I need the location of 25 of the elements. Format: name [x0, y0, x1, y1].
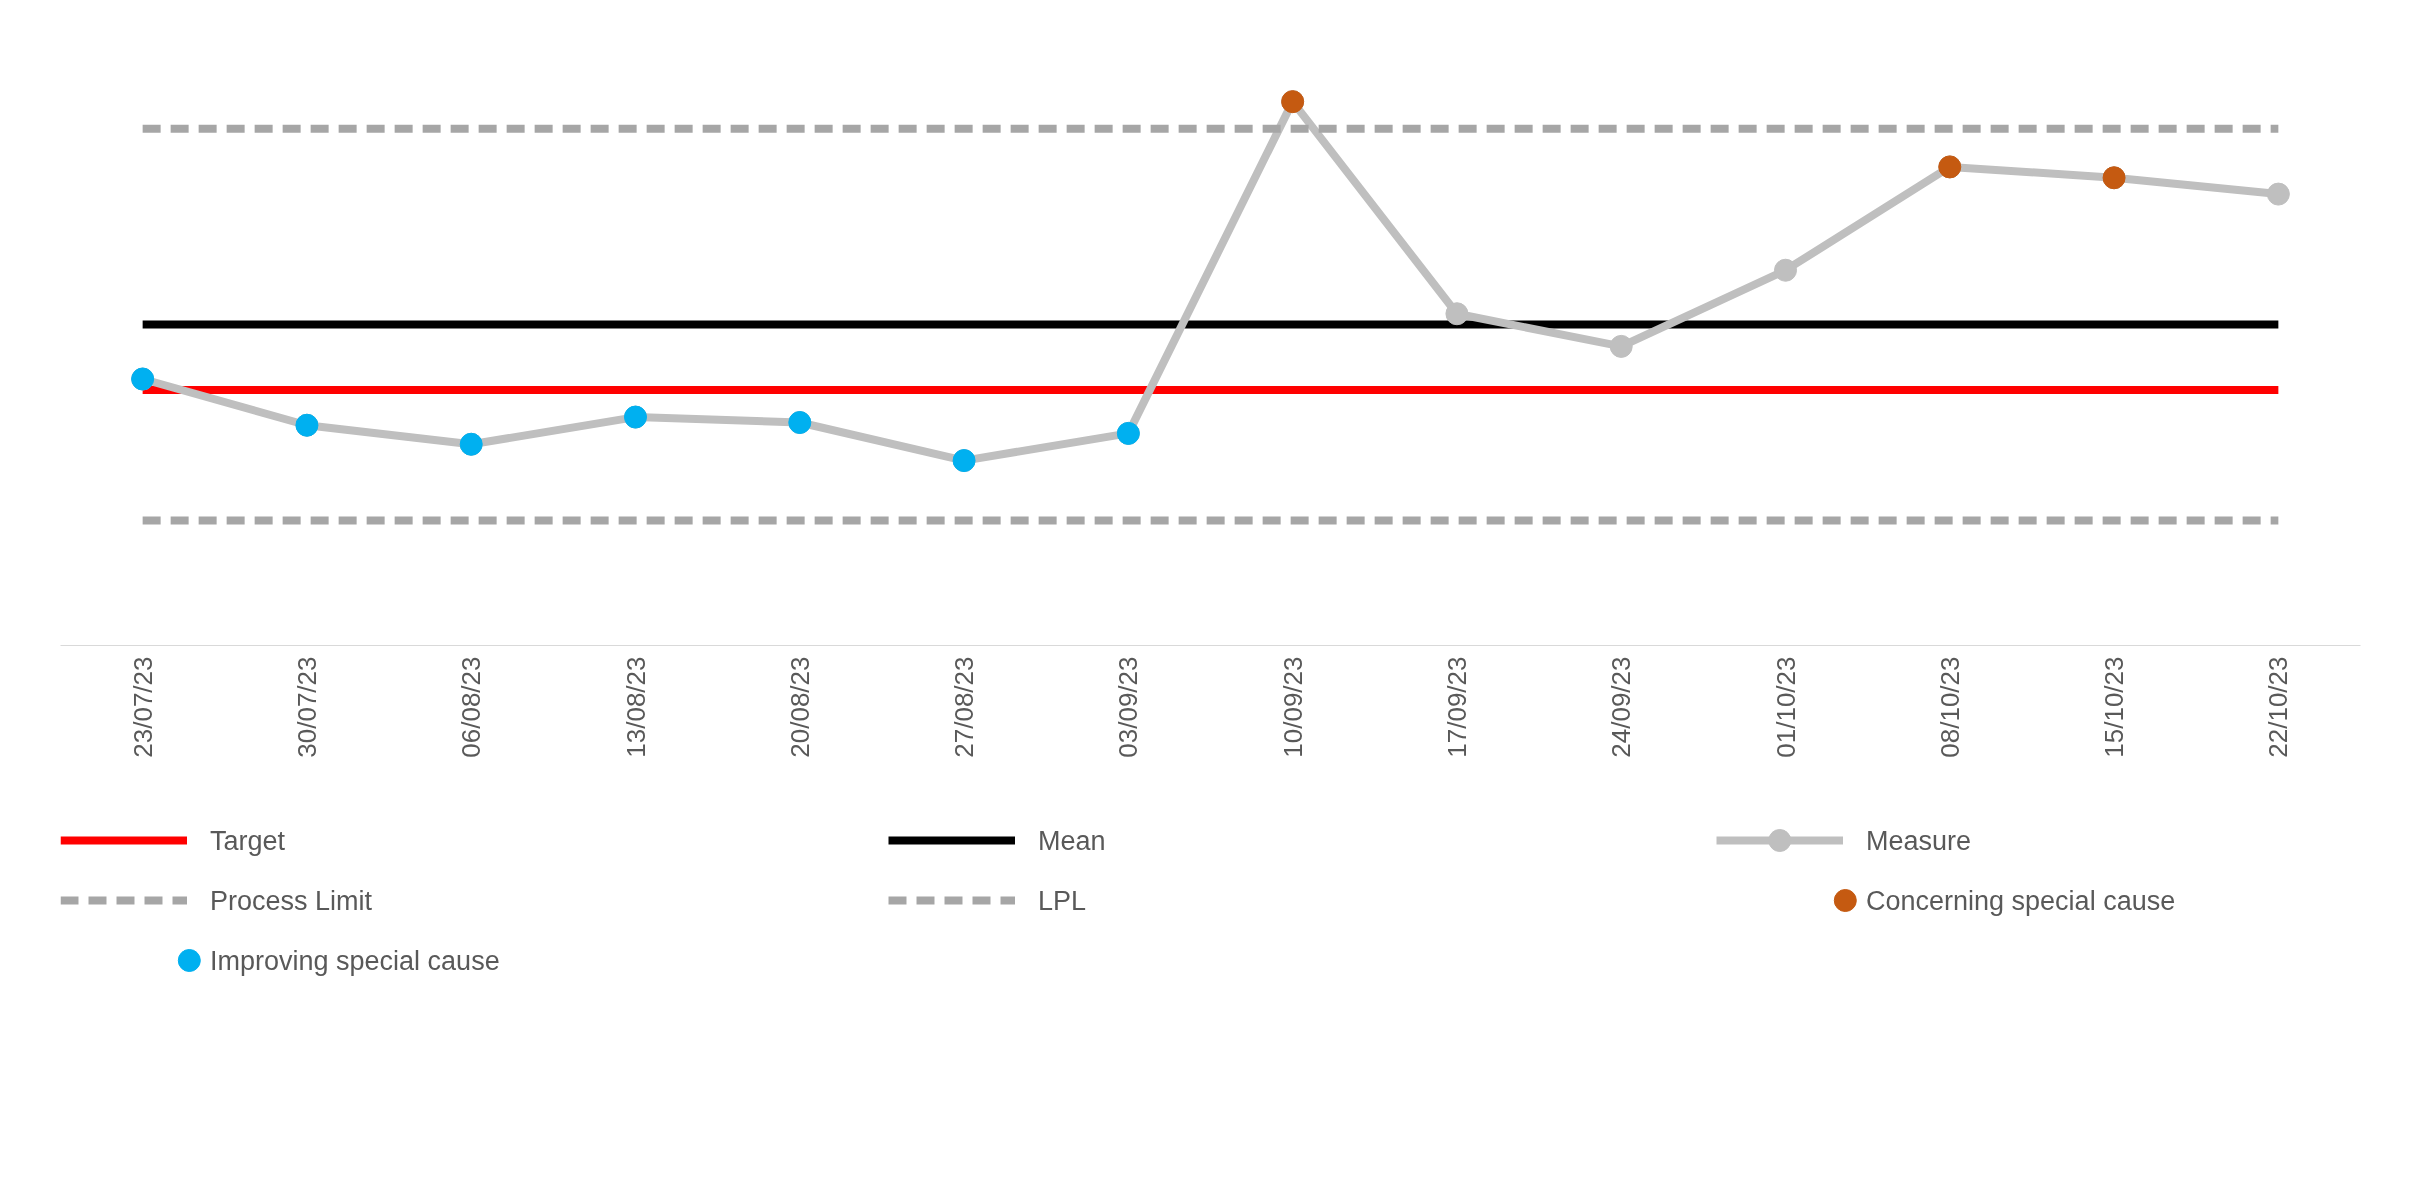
- x-tick-label: 03/09/23: [1113, 656, 1144, 758]
- legend-label: Concerning special cause: [1866, 885, 2176, 916]
- x-tick-label: 22/10/23: [2263, 656, 2294, 758]
- x-tick-label: 17/09/23: [1441, 656, 1472, 758]
- legend-label: Improving special cause: [210, 945, 500, 976]
- x-tick-label: 20/08/23: [784, 656, 815, 758]
- x-tick-label: 10/09/23: [1277, 656, 1308, 758]
- legend-label: Measure: [1866, 825, 1972, 856]
- legend-label: Mean: [1038, 825, 1106, 856]
- point: [1774, 258, 1797, 282]
- x-tick-label: 01/10/23: [1770, 656, 1801, 758]
- legend-label: LPL: [1038, 885, 1087, 916]
- point: [2266, 182, 2290, 206]
- point: [1609, 334, 1633, 358]
- x-tick-label: 06/08/23: [456, 656, 487, 758]
- x-tick-label: 15/10/23: [2099, 656, 2130, 758]
- x-tick-label: 30/07/23: [291, 656, 322, 758]
- point: [1445, 302, 1469, 326]
- x-tick-label: 24/09/23: [1606, 656, 1637, 758]
- x-tick-label: 08/10/23: [1934, 656, 1965, 758]
- x-tick-label: 27/08/23: [949, 656, 980, 758]
- legend-label: Process Limit: [210, 885, 373, 916]
- x-tick-label: 13/08/23: [620, 656, 651, 758]
- x-tick-label: 23/07/23: [127, 656, 158, 758]
- legend-label: Target: [210, 825, 286, 856]
